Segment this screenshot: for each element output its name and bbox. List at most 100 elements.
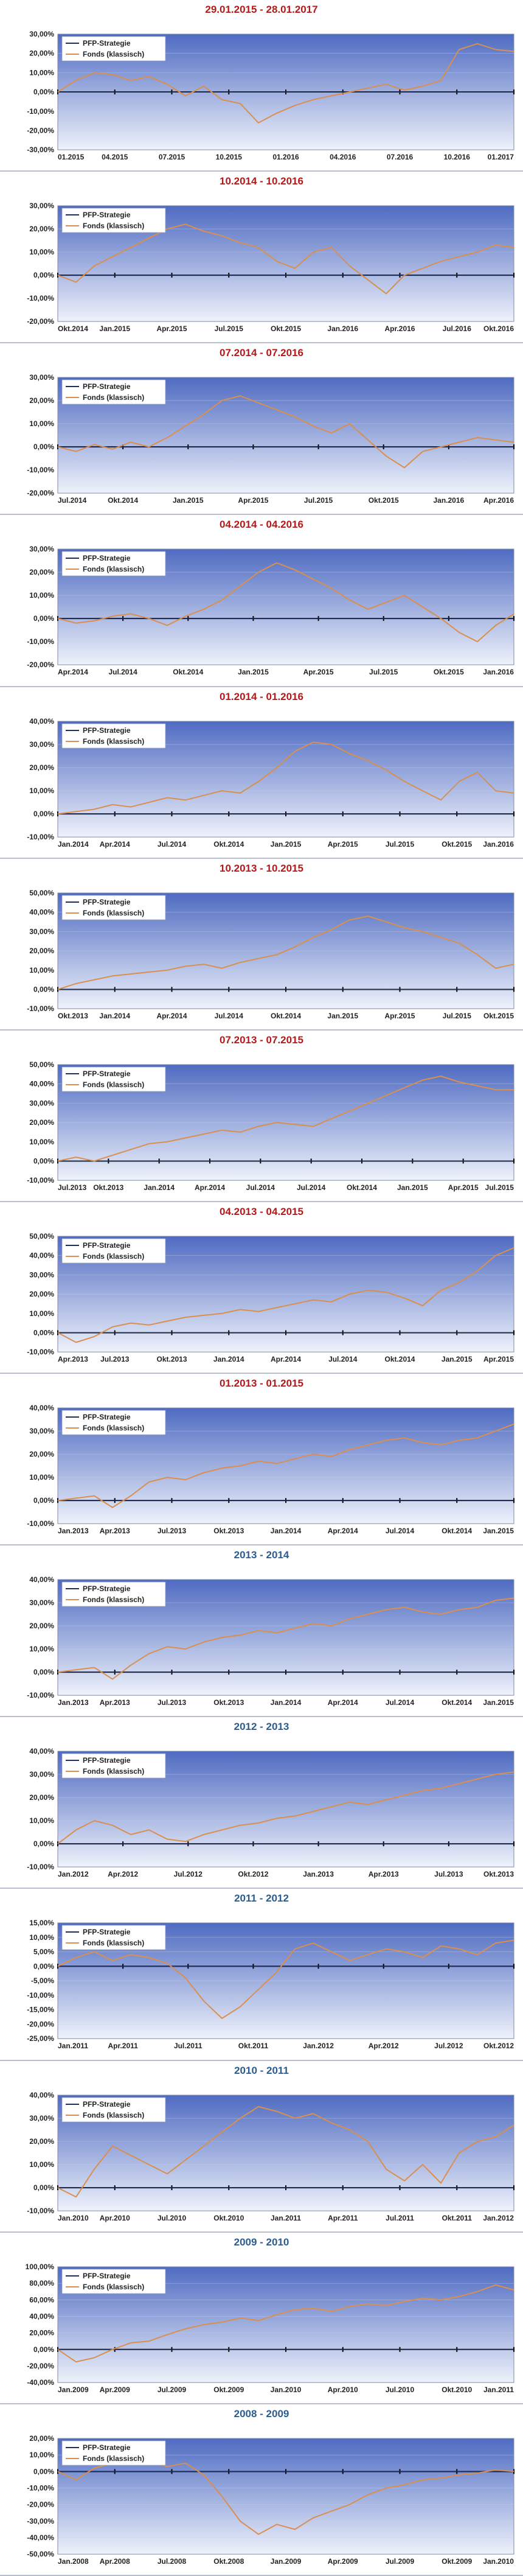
chart-title: 10.2013 - 10.2015 xyxy=(219,862,303,874)
y-tick-label: 0,00% xyxy=(33,271,54,279)
x-tick-label: Okt.2013 xyxy=(58,1012,88,1020)
x-tick-label: Jan.2016 xyxy=(434,496,465,505)
legend-label-strategy: PFP-Strategie xyxy=(83,2443,131,2452)
y-tick-label: -20,00% xyxy=(27,317,54,326)
line-chart: 50,00% 40,00% 30,00% 20,00% 10,00% 0,00% -10,0… xyxy=(27,1060,514,1192)
x-tick-label: Okt.2009 xyxy=(442,2557,472,2566)
chart-panel: 04.2014 - 04.2016 30,00% 20,00% 10,00% 0,00%… xyxy=(0,515,523,687)
y-tick-label: -25,00% xyxy=(27,2035,54,2043)
legend-label-fund: Fonds (klassisch) xyxy=(83,1252,144,1261)
y-tick-label: 30,00% xyxy=(29,1270,54,1279)
legend-label-fund: Fonds (klassisch) xyxy=(83,50,144,58)
chart-title: 01.2014 - 01.2016 xyxy=(219,690,303,702)
y-tick-label: 50,00% xyxy=(29,889,54,897)
legend-label-strategy: PFP-Strategie xyxy=(83,1069,131,1078)
x-tick-label: Okt.2013 xyxy=(93,1183,123,1192)
y-tick-label: -10,00% xyxy=(27,2207,54,2215)
series-line-fund xyxy=(57,43,514,124)
y-tick-label: 10,00% xyxy=(29,2451,54,2459)
y-tick-label: 50,00% xyxy=(29,1232,54,1241)
x-tick-label: Okt.2014 xyxy=(442,1698,472,1707)
line-chart: 30,00% 20,00% 10,00% 0,00% -10,00% -20,00% Apr… xyxy=(27,545,514,677)
x-tick-label: Jul.2014 xyxy=(328,1355,358,1363)
y-tick-label: -10,00% xyxy=(27,107,54,116)
chart-title: 2009 - 2010 xyxy=(234,2236,289,2248)
y-tick-label: 80,00% xyxy=(29,2279,54,2287)
x-tick-label: Okt.2009 xyxy=(213,2385,244,2394)
x-tick-label: Jul.2012 xyxy=(174,1870,203,1878)
x-tick-label: Jul.2009 xyxy=(386,2557,415,2566)
x-tick-label: Jan.2015 xyxy=(327,1012,358,1020)
x-tick-label: Jul.2014 xyxy=(386,1527,415,1535)
x-tick-label: Apr.2015 xyxy=(483,1355,514,1363)
x-tick-label: Apr.2014 xyxy=(271,1355,301,1363)
x-tick-label: Apr.2009 xyxy=(328,2557,358,2566)
y-tick-label: 20,00% xyxy=(29,396,54,405)
chart-title: 2012 - 2013 xyxy=(234,1721,289,1733)
x-tick-label: Jul.2013 xyxy=(158,1698,187,1707)
y-tick-label: 10,00% xyxy=(29,591,54,600)
y-tick-label: 40,00% xyxy=(29,2091,54,2099)
x-tick-label: Okt.2014 xyxy=(58,324,88,333)
chart-title: 2013 - 2014 xyxy=(234,1549,289,1561)
x-tick-label: Apr.2014 xyxy=(58,668,88,677)
y-tick-label: 15,00% xyxy=(29,1919,54,1927)
x-tick-label: Okt.2010 xyxy=(213,2214,244,2222)
y-tick-label: 20,00% xyxy=(29,2137,54,2146)
chart-panel: 07.2014 - 07.2016 30,00% 20,00% 10,00% 0,00%… xyxy=(0,343,523,516)
x-tick-label: Jul.2014 xyxy=(386,1698,415,1707)
y-tick-label: -40,00% xyxy=(27,2533,54,2542)
x-tick-label: Jan.2013 xyxy=(303,1870,334,1878)
series-line-fund xyxy=(57,1423,514,1508)
x-tick-label: Jan.2008 xyxy=(58,2557,89,2566)
x-tick-label: Apr.2010 xyxy=(100,2214,130,2222)
legend-label-strategy: PFP-Strategie xyxy=(83,1584,131,1593)
y-tick-label: 0,00% xyxy=(33,614,54,623)
chart-title: 04.2013 - 04.2015 xyxy=(219,1205,303,1217)
x-tick-label: Okt.2013 xyxy=(213,1527,244,1535)
legend-box xyxy=(61,2440,166,2466)
x-tick-label: Jan.2014 xyxy=(99,1012,130,1020)
y-tick-label: 20,00% xyxy=(29,1450,54,1458)
x-tick-label: Jul.2012 xyxy=(434,2042,463,2051)
x-tick-label: Jan.2015 xyxy=(397,1183,428,1192)
x-tick-label: Okt.2012 xyxy=(483,2042,514,2051)
series-line-fund xyxy=(57,1771,514,1845)
y-tick-label: 30,00% xyxy=(29,30,54,38)
y-tick-label: 20,00% xyxy=(29,225,54,233)
y-tick-label: -10,00% xyxy=(27,1519,54,1528)
x-tick-label: Jul.2013 xyxy=(100,1355,130,1363)
series-line-fund xyxy=(57,1247,514,1343)
chart-panel: 2011 - 2012 15,00% 10,00% 5,00% 0,00% -5,00% -… xyxy=(0,1889,523,2061)
x-tick-label: Okt.2015 xyxy=(483,1012,514,1020)
y-tick-label: 10,00% xyxy=(29,419,54,428)
x-tick-label: 01.2017 xyxy=(488,153,514,161)
x-tick-label: Okt.2011 xyxy=(442,2214,473,2222)
legend-box xyxy=(61,1238,166,1264)
line-chart: 30,00% 20,00% 10,00% 0,00% -10,00% -20,00% Okt… xyxy=(27,201,514,333)
x-tick-label: 04.2015 xyxy=(102,153,128,161)
x-tick-label: Apr.2015 xyxy=(303,668,334,677)
x-tick-label: Okt.2013 xyxy=(157,1355,187,1363)
legend-label-fund: Fonds (klassisch) xyxy=(83,737,144,746)
y-tick-label: -10,00% xyxy=(27,637,54,646)
y-tick-label: 10,00% xyxy=(29,1473,54,1482)
legend-label-strategy: PFP-Strategie xyxy=(83,726,131,735)
y-tick-label: 30,00% xyxy=(29,201,54,210)
y-tick-label: 10,00% xyxy=(29,1138,54,1146)
legend-box xyxy=(61,551,166,576)
x-tick-label: Apr.2009 xyxy=(100,2385,130,2394)
x-tick-label: Jul.2015 xyxy=(485,1183,514,1192)
y-tick-label: 20,00% xyxy=(29,947,54,955)
legend-label-strategy: PFP-Strategie xyxy=(83,554,131,562)
y-tick-label: 10,00% xyxy=(29,786,54,795)
x-tick-label: Jan.2009 xyxy=(271,2557,302,2566)
x-tick-label: Apr.2011 xyxy=(108,2042,138,2051)
x-tick-label: Jan.2009 xyxy=(58,2385,89,2394)
x-tick-label: Apr.2013 xyxy=(369,1870,399,1878)
x-tick-label: Jan.2015 xyxy=(99,324,130,333)
y-tick-label: 0,00% xyxy=(33,1157,54,1165)
x-tick-label: Okt.2014 xyxy=(442,1527,472,1535)
x-tick-label: Apr.2014 xyxy=(195,1183,225,1192)
y-tick-label: 30,00% xyxy=(29,373,54,382)
